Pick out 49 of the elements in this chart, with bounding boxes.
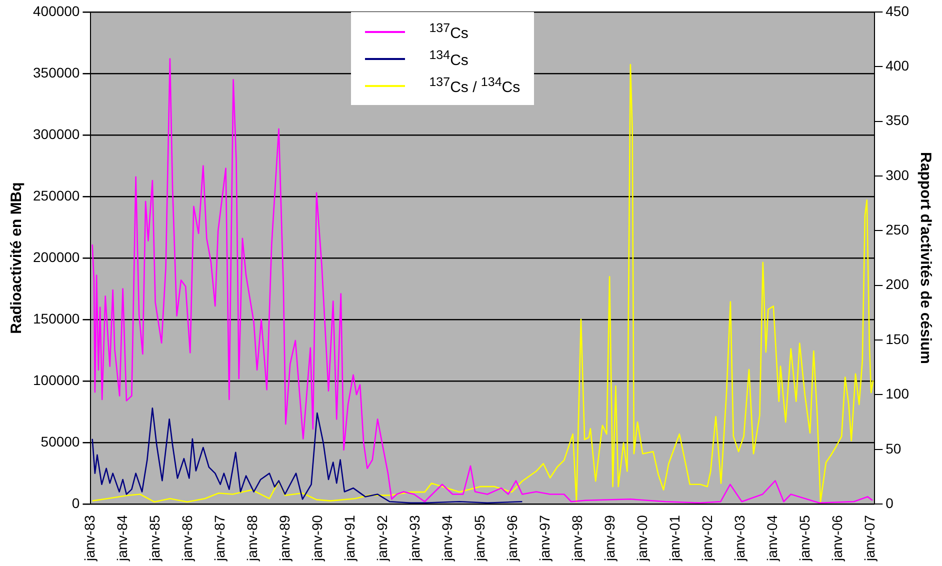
- x-tick-label: janv-96: [504, 514, 520, 562]
- legend-label: $^{134}$Cs: [429, 48, 468, 69]
- y-tick-label: 0: [72, 494, 80, 511]
- x-tick-label: janv-93: [406, 514, 422, 562]
- y2-tick-label: 0: [886, 494, 894, 511]
- y-tick-label: 150000: [33, 310, 80, 326]
- y2-tick-label: 450: [886, 2, 910, 19]
- x-tick-label: janv-98: [568, 514, 585, 562]
- y2-tick-label: 150: [886, 330, 910, 347]
- y-tick-label: 300000: [33, 126, 80, 142]
- legend-label: $^{137}$Cs / $^{134}$Cs: [429, 75, 520, 96]
- y-tick-label: 200000: [33, 248, 80, 265]
- x-tick-label: janv-92: [374, 514, 390, 562]
- y2-tick-label: 200: [886, 276, 910, 292]
- y-axis-title: Radioactivité en MBq: [8, 182, 26, 334]
- x-tick-label: janv-02: [698, 514, 715, 562]
- y-tick-label: 250000: [33, 187, 80, 204]
- x-tick-label: janv-95: [471, 514, 488, 562]
- x-tick-label: janv-89: [276, 514, 293, 562]
- x-tick-label: janv-97: [536, 514, 552, 562]
- x-tick-label: janv-94: [438, 514, 455, 562]
- x-tick-label: janv-01: [666, 514, 682, 562]
- y2-tick-label: 100: [886, 386, 910, 402]
- y2-tick-label: 50: [886, 440, 902, 456]
- y-tick-label: 100000: [33, 372, 80, 388]
- x-tick-label: janv-03: [731, 514, 748, 562]
- x-tick-label: janv-90: [309, 514, 326, 562]
- y-tick-label: 350000: [33, 64, 80, 80]
- x-tick-label: janv-05: [796, 514, 812, 562]
- x-tick-label: janv-85: [146, 514, 163, 562]
- y2-tick-label: 350: [886, 112, 910, 128]
- x-tick-label: janv-83: [82, 514, 98, 562]
- y2-axis-title: Rapport d'activités de césium: [916, 152, 934, 364]
- x-tick-label: janv-06: [828, 514, 845, 562]
- x-tick-label: janv-04: [764, 514, 780, 562]
- y-tick-label: 400000: [33, 2, 80, 19]
- y2-tick-label: 250: [886, 222, 910, 238]
- x-tick-label: janv-07: [861, 514, 878, 562]
- x-tick-label: janv-87: [212, 514, 228, 562]
- x-tick-label: janv-88: [244, 514, 260, 562]
- y-tick-label: 50000: [40, 433, 80, 450]
- x-tick-label: janv-84: [114, 514, 130, 562]
- x-tick-label: janv-00: [634, 514, 650, 562]
- x-tick-label: janv-91: [342, 514, 358, 562]
- legend-label: $^{137}$Cs: [429, 21, 468, 42]
- x-tick-label: janv-99: [601, 514, 618, 562]
- y2-tick-label: 400: [886, 58, 910, 74]
- y2-tick-label: 300: [886, 166, 910, 183]
- x-tick-label: janv-86: [179, 514, 196, 562]
